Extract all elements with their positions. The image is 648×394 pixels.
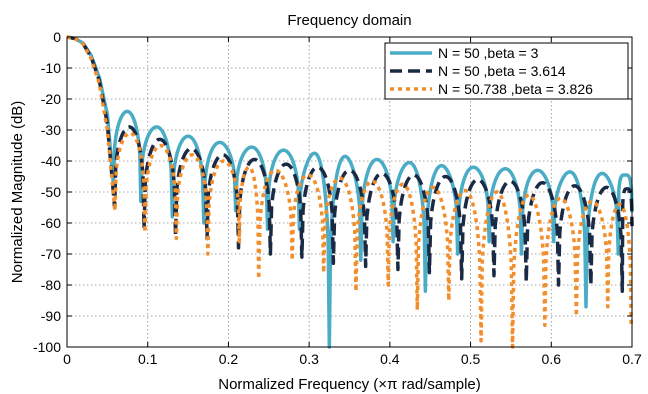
x-tick-label: 0.4 bbox=[380, 351, 400, 367]
x-tick-label: 0.3 bbox=[299, 351, 319, 367]
series-line-3 bbox=[66, 35, 633, 349]
series-line-1 bbox=[66, 35, 634, 349]
y-tick-label: -20 bbox=[41, 91, 61, 107]
y-axis-title: Normalized Magnitude (dB) bbox=[9, 101, 26, 284]
legend: N = 50 ,beta = 3 N = 50 ,beta = 3.614 N = … bbox=[384, 42, 629, 100]
y-tick-label: -40 bbox=[41, 153, 61, 169]
y-tick-label: -100 bbox=[33, 339, 61, 355]
x-tick-label: 0.5 bbox=[461, 351, 481, 367]
y-tick-label: -70 bbox=[41, 246, 61, 262]
y-tick-label: -50 bbox=[41, 184, 61, 200]
x-tick-label: 0.2 bbox=[219, 351, 239, 367]
chart-title: Frequency domain bbox=[287, 12, 411, 29]
y-tick-label: -30 bbox=[41, 122, 61, 138]
x-tick-label: 0.7 bbox=[622, 351, 642, 367]
x-axis-title: Normalized Frequency (×π rad/sample) bbox=[218, 376, 481, 393]
x-tick-label: 0 bbox=[63, 351, 71, 367]
x-tick-label: 0.1 bbox=[138, 351, 158, 367]
x-tick-label: 0.6 bbox=[542, 351, 562, 367]
legend-label-3: N = 50.738 ,beta = 3.826 bbox=[438, 81, 593, 97]
legend-label-1: N = 50 ,beta = 3 bbox=[438, 45, 539, 61]
axis-ticks: 0 0.1 0.2 0.3 0.4 0.5 0.6 0.7 0 -10 -20 -30 -40 -50 -6… bbox=[33, 29, 642, 367]
legend-label-2: N = 50 ,beta = 3.614 bbox=[438, 63, 566, 79]
series-lines bbox=[66, 35, 634, 349]
y-tick-label: -60 bbox=[41, 215, 61, 231]
y-tick-label: -80 bbox=[41, 277, 61, 293]
y-tick-label: -90 bbox=[41, 308, 61, 324]
y-tick-label: 0 bbox=[53, 29, 61, 45]
y-tick-label: -10 bbox=[41, 60, 61, 76]
series-line-2 bbox=[66, 35, 634, 293]
